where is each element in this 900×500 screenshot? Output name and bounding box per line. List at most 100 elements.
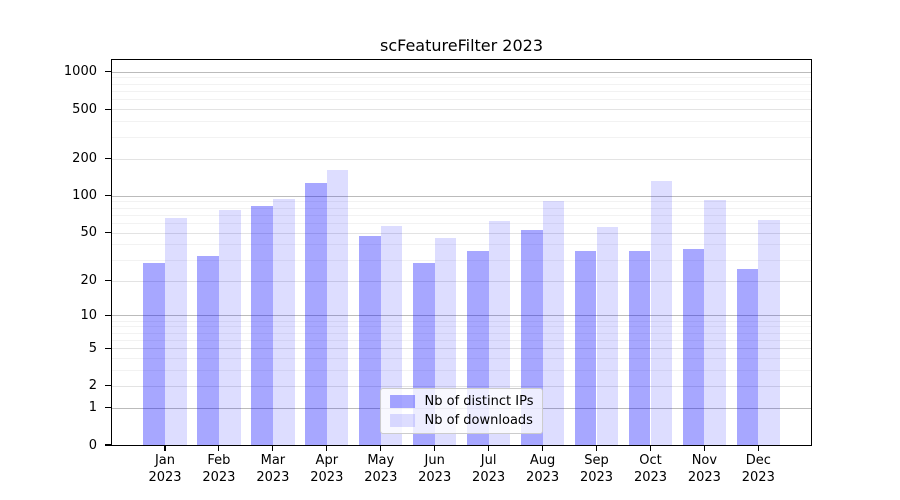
y-tick-label: 10 [80,307,97,323]
bar-downloads-sep [596,226,619,445]
x-tick-label: Mar 2023 [256,453,290,485]
x-tick-label: Dec 2023 [741,453,775,485]
minor-gridline [112,358,811,359]
legend-label-downloads: Nb of downloads [424,413,533,428]
minor-gridline [112,99,811,101]
bar-distinct-ips-jan [143,263,165,445]
bar-downloads-mar [272,199,295,445]
x-tick [380,445,382,451]
bar-downloads-apr [326,170,349,445]
bar-distinct-ips-apr [305,182,327,445]
minor-gridline [112,244,811,246]
bar-downloads-aug [542,200,565,445]
bar-downloads-nov [704,199,727,445]
x-tick-label: May 2023 [364,453,398,485]
page-title: scFeatureFilter 2023 [379,36,544,55]
minor-gridline [112,320,811,322]
major-gridline [112,315,811,317]
x-tick [218,445,220,451]
x-axis: Jan 2023 Feb 2023 Mar 2023 Apr 2023 May 2023… [112,445,811,495]
plot-area: Nb of distinct IPs Nb of downloads [111,59,812,446]
x-tick [649,445,652,451]
y-tick-label: 500 [72,101,97,117]
minor-gridline [112,201,811,203]
bar-distinct-ips-oct [628,251,651,445]
bar-distinct-ips-mar [251,205,273,445]
legend-swatch-distinct-ips [389,395,415,408]
y-tick [104,347,112,349]
legend-swatch-downloads [389,414,415,427]
minor-gridline [112,83,811,85]
major-gridline [112,280,811,282]
y-tick [104,108,112,110]
y-tick [104,279,112,282]
y-tick-label: 5 [88,340,97,356]
y-tick-label: 200 [72,151,97,166]
x-tick-label: Aug 2023 [526,453,560,485]
minor-gridline [112,259,811,261]
x-tick-label: Jun 2023 [418,453,452,485]
major-gridline [112,385,811,387]
bar-distinct-ips-may [359,235,381,445]
x-tick [542,445,544,451]
y-tick-label: 1000 [63,64,97,80]
minor-gridline [112,77,811,79]
y-tick [104,385,112,387]
x-tick [434,445,436,451]
x-tick [326,445,328,451]
y-tick-label: 20 [80,273,97,288]
minor-gridline [112,222,811,224]
bar-downloads-oct [650,181,673,445]
x-tick-label: Jan 2023 [148,453,182,485]
major-gridline [112,71,811,73]
bar-downloads-jan [165,217,187,445]
major-gridline [112,232,811,234]
x-tick-label: Oct 2023 [633,453,668,485]
x-tick-label: Apr 2023 [310,453,344,485]
x-tick-label: Jul 2023 [472,453,506,485]
x-tick [757,445,759,451]
minor-gridline [112,136,811,138]
major-gridline [112,109,811,111]
minor-gridline [112,121,811,123]
y-tick-label: 50 [80,225,97,241]
legend: Nb of distinct IPs Nb of downloads [379,388,544,434]
y-tick [104,157,112,160]
bar-distinct-ips-nov [682,248,705,445]
x-tick [272,445,274,451]
x-tick [164,445,166,451]
bar-distinct-ips-feb [197,256,219,445]
legend-label-distinct-ips: Nb of distinct IPs [424,394,534,409]
y-tick [104,71,112,73]
y-tick [104,232,112,234]
x-tick-label: Feb 2023 [202,453,236,485]
y-tick-label: 1 [88,400,97,415]
bar-downloads-dec [758,220,780,445]
x-tick-label: Sep 2023 [579,453,614,485]
x-tick [703,445,705,451]
bar-distinct-ips-sep [574,251,597,445]
minor-gridline [112,207,811,209]
x-tick [488,445,490,451]
major-gridline [112,348,811,350]
minor-gridline [112,339,811,341]
y-tick [104,444,112,446]
y-axis: 0 1 2 5 10 20 50 100 200 500 1000 [0,60,112,453]
bar-downloads-feb [218,209,241,445]
legend-item-downloads: Nb of downloads [389,413,534,428]
y-tick-label: 0 [88,437,97,453]
minor-gridline [112,91,811,92]
legend-item-distinct-ips: Nb of distinct IPs [389,394,534,409]
y-tick [104,195,112,197]
y-tick-label: 100 [72,188,97,204]
y-tick [104,406,112,409]
x-tick [595,445,598,451]
y-tick [104,314,112,316]
minor-gridline [112,370,811,372]
major-gridline [112,195,811,197]
minor-gridline [112,326,811,328]
bar-distinct-ips-dec [736,269,759,445]
y-tick-label: 2 [88,378,97,394]
minor-gridline [112,332,811,334]
